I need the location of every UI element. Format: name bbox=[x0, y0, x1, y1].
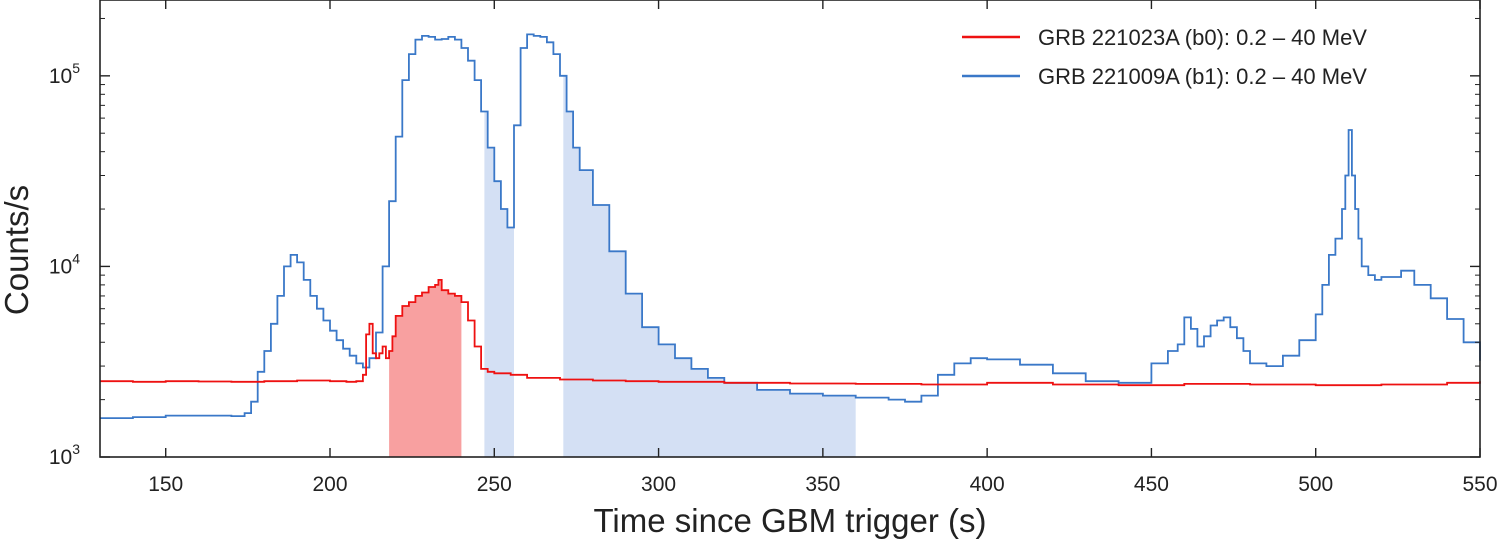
x-tick-label-250: 250 bbox=[477, 473, 512, 496]
plot-frame bbox=[99, 0, 1481, 458]
x-tick-label-350: 350 bbox=[805, 473, 840, 496]
shaded-intervals bbox=[389, 75, 856, 458]
legend-label-grb221023a: GRB 221023A (b0): 0.2 – 40 MeV bbox=[1038, 25, 1367, 50]
y-tick-label-5: 105 bbox=[49, 60, 80, 88]
x-axis-label: Time since GBM trigger (s) bbox=[593, 502, 986, 539]
x-tick-label-450: 450 bbox=[1134, 473, 1169, 496]
y-tick-label-4: 104 bbox=[49, 250, 80, 278]
x-tick-label-550: 550 bbox=[1462, 473, 1497, 496]
legend: GRB 221023A (b0): 0.2 – 40 MeV GRB 22100… bbox=[962, 25, 1367, 89]
x-tick-label-200: 200 bbox=[312, 473, 347, 496]
series-line-grb221009a bbox=[100, 33, 1481, 419]
y-axis-ticks: 103 104 105 bbox=[49, 17, 1480, 469]
x-tick-label-500: 500 bbox=[1298, 473, 1333, 496]
light-curves bbox=[100, 33, 1481, 419]
x-tick-label-400: 400 bbox=[970, 473, 1005, 496]
y-tick-label-3: 103 bbox=[49, 441, 80, 469]
shaded-interval-grb221009a-2 bbox=[563, 75, 856, 458]
x-tick-label-150: 150 bbox=[148, 473, 183, 496]
legend-label-grb221009a: GRB 221009A (b1): 0.2 – 40 MeV bbox=[1038, 64, 1367, 89]
shaded-interval-grb221023a-1 bbox=[389, 279, 462, 457]
x-axis-ticks: 150 200 250 300 350 400 450 500 550 bbox=[148, 0, 1498, 496]
series-line-grb221023a bbox=[100, 279, 1481, 387]
x-tick-label-300: 300 bbox=[641, 473, 676, 496]
y-axis-label: Counts/s bbox=[0, 185, 35, 315]
shaded-interval-grb221009a-1 bbox=[484, 111, 514, 457]
